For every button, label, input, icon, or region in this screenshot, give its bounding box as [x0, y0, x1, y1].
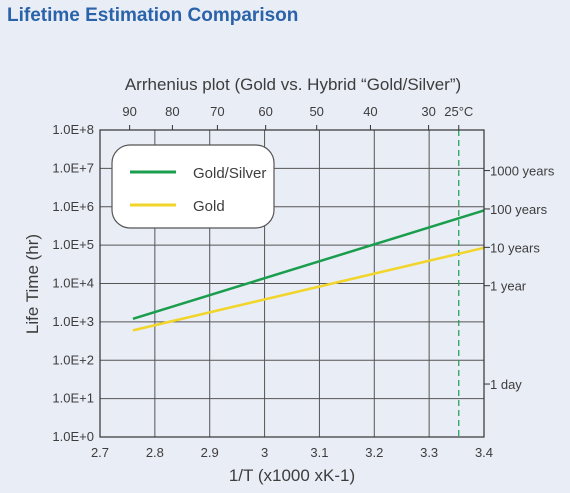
y-tick-label: 1.0E+2 — [52, 352, 94, 367]
top-axis-label: 90 — [122, 104, 136, 119]
top-axis-label: 70 — [210, 104, 224, 119]
y-tick-label: 1.0E+5 — [52, 237, 94, 252]
x-tick-label: 3.4 — [475, 445, 493, 460]
page-title: Lifetime Estimation Comparison — [7, 5, 299, 26]
x-tick-label: 3.2 — [365, 445, 383, 460]
legend-box — [111, 144, 275, 229]
top-axis-label: 40 — [363, 104, 377, 119]
legend-label: Gold/Silver — [193, 165, 266, 182]
y-axis-label: Life Time (hr) — [23, 234, 42, 334]
x-tick-label: 3.3 — [420, 445, 438, 460]
series-line-gold — [132, 246, 485, 332]
top-axis-label: 80 — [165, 104, 179, 119]
y-tick-labels: 1.0E+0 1.0E+1 1.0E+2 1.0E+3 1.0E+4 1.0E+5 1.0E… — [52, 122, 94, 444]
y-tick-label: 1.0E+3 — [52, 314, 94, 329]
top-axis-label: 50 — [309, 104, 323, 119]
right-axis-label: 1 day — [490, 377, 522, 392]
top-axis-label: 25°C — [444, 104, 473, 119]
y-tick-label: 1.0E+4 — [52, 276, 94, 291]
x-axis-label: 1/T (x1000 xK-1) — [229, 466, 355, 485]
chart-title: Arrhenius plot (Gold vs. Hybrid “Gold/Si… — [125, 75, 461, 94]
legend-label: Gold — [193, 198, 225, 215]
right-axis-label: 1000 years — [490, 164, 555, 179]
y-tick-label: 1.0E+1 — [52, 391, 94, 406]
right-axis-label: 1 year — [490, 279, 527, 294]
x-tick-label: 3.1 — [310, 445, 328, 460]
right-axis-label: 100 years — [490, 202, 548, 217]
x-tick-label: 2.7 — [91, 445, 109, 460]
right-axis-label: 10 years — [490, 240, 540, 255]
y-tick-label: 1.0E+6 — [52, 199, 94, 214]
y-tick-label: 1.0E+7 — [52, 160, 94, 175]
x-tick-labels: 2.7 2.8 2.9 3 3.1 3.2 3.3 3.4 — [91, 445, 493, 460]
legend: Gold/Silver Gold — [111, 144, 275, 229]
series-line-gold-silver — [132, 209, 485, 321]
top-axis-label: 30 — [421, 104, 435, 119]
y-tick-label: 1.0E+0 — [52, 429, 94, 444]
top-axis-labels: 90 80 70 60 50 40 30 25°C — [122, 104, 473, 130]
y-tick-label: 1.0E+8 — [52, 122, 94, 137]
series-lines — [132, 209, 485, 332]
top-axis-label: 60 — [258, 104, 272, 119]
x-tick-label: 3 — [261, 445, 268, 460]
x-tick-label: 2.8 — [146, 445, 164, 460]
right-axis-labels: 1000 years 100 years 10 years 1 year 1 day — [484, 164, 555, 392]
plot-frame — [99, 129, 485, 438]
x-tick-label: 2.9 — [201, 445, 219, 460]
